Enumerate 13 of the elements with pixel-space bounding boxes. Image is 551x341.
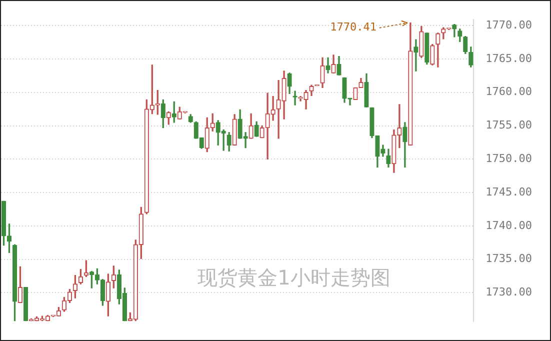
text: 现货黄金1小时走势图	[198, 265, 390, 290]
candlestick	[292, 90, 298, 106]
y-tick-label: 1760.00	[486, 85, 532, 98]
y-tick-label: 1750.00	[486, 152, 532, 166]
annotation: 1770.41	[330, 20, 376, 34]
y-tick-label: 1770.00	[486, 18, 532, 32]
y-tick-label: 1730.00	[486, 286, 532, 299]
y-tick-label: 1735.00	[486, 252, 532, 266]
y-tick-label: 1765.00	[486, 52, 532, 65]
y-tick-label: 1755.00	[486, 118, 532, 132]
y-tick-label: 1740.00	[486, 218, 532, 232]
y-tick-label: 1745.00	[486, 185, 532, 198]
candlestick	[414, 39, 418, 72]
